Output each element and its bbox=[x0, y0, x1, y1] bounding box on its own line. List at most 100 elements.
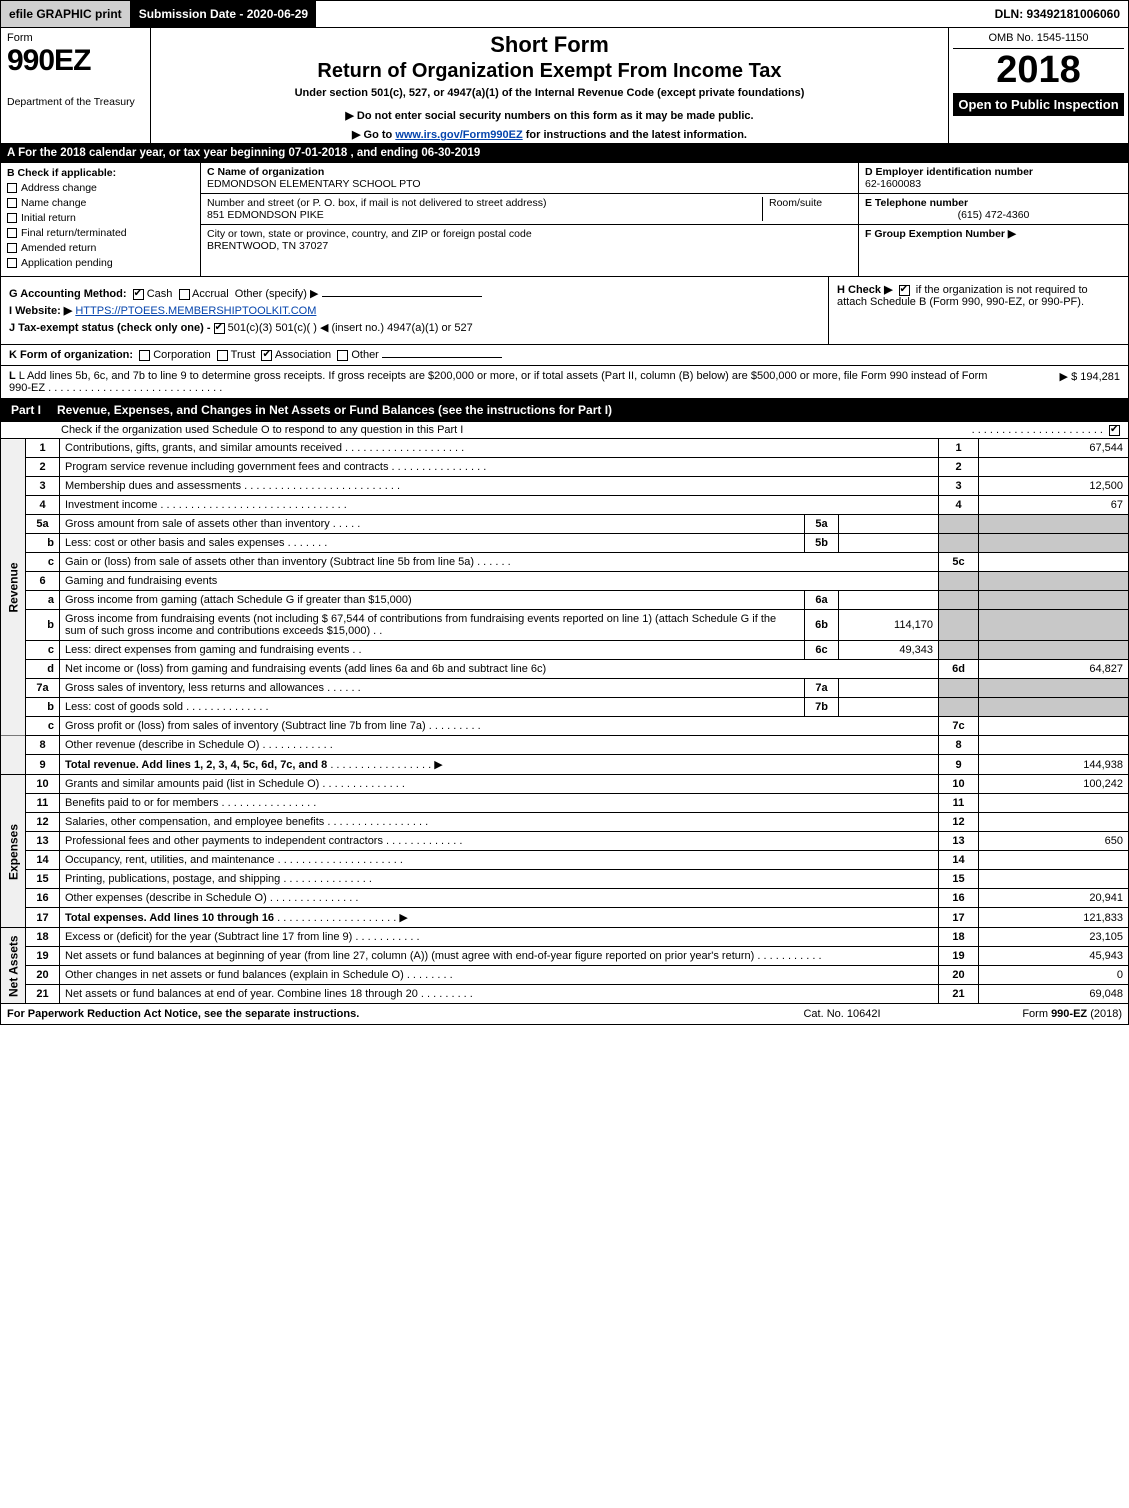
ein-row: D Employer identification number 62-1600… bbox=[859, 163, 1128, 194]
line-amt bbox=[979, 553, 1129, 572]
row-12: 12 Salaries, other compensation, and emp… bbox=[1, 813, 1129, 832]
line-amt bbox=[979, 870, 1129, 889]
line-num: 2 bbox=[26, 458, 60, 477]
line-desc: Printing, publications, postage, and shi… bbox=[65, 873, 280, 885]
phone-row: E Telephone number (615) 472-4360 bbox=[859, 194, 1128, 225]
line-num: 17 bbox=[26, 908, 60, 928]
row-5b: b Less: cost or other basis and sales ex… bbox=[1, 534, 1129, 553]
other-org-input[interactable] bbox=[382, 357, 502, 358]
line-num: 4 bbox=[26, 496, 60, 515]
line-amt bbox=[979, 813, 1129, 832]
omb-number: OMB No. 1545-1150 bbox=[953, 30, 1124, 49]
row-10: Expenses 10 Grants and similar amounts p… bbox=[1, 775, 1129, 794]
assoc-checkbox[interactable] bbox=[261, 350, 272, 361]
line-amt: 121,833 bbox=[979, 908, 1129, 928]
line-amt: 20,941 bbox=[979, 889, 1129, 908]
meta-left: G Accounting Method: Cash Accrual Other … bbox=[1, 277, 828, 344]
checkbox-icon[interactable] bbox=[7, 258, 17, 268]
checkbox-icon[interactable] bbox=[7, 213, 17, 223]
row-7a: 7a Gross sales of inventory, less return… bbox=[1, 679, 1129, 698]
line-desc: Other changes in net assets or fund bala… bbox=[65, 969, 404, 981]
box-c: C Name of organization EDMONDSON ELEMENT… bbox=[201, 163, 858, 276]
corp-checkbox[interactable] bbox=[139, 350, 150, 361]
netassets-side-label: Net Assets bbox=[1, 928, 26, 1004]
l-text: L Add lines 5b, 6c, and 7b to line 9 to … bbox=[9, 370, 987, 394]
footer-center: Cat. No. 10642I bbox=[742, 1008, 942, 1020]
grey-cell bbox=[939, 679, 979, 698]
checkbox-icon[interactable] bbox=[7, 243, 17, 253]
part1-tag: Part I bbox=[1, 399, 51, 421]
501c3-checkbox[interactable] bbox=[214, 323, 225, 334]
line-desc: Less: direct expenses from gaming and fu… bbox=[65, 644, 349, 656]
line-num: 20 bbox=[26, 966, 60, 985]
goto-text: ▶ Go to www.irs.gov/Form990EZ for instru… bbox=[161, 128, 938, 141]
schedule-o-checkbox[interactable] bbox=[1109, 425, 1120, 436]
line-desc: Gain or (loss) from sale of assets other… bbox=[65, 556, 474, 568]
expenses-side-label: Expenses bbox=[1, 775, 26, 928]
street-value: 851 EDMONDSON PIKE bbox=[207, 209, 324, 221]
chk-final-return[interactable]: Final return/terminated bbox=[7, 227, 194, 239]
form-number: 990EZ bbox=[7, 44, 144, 78]
j-label: J Tax-exempt status (check only one) - bbox=[9, 322, 214, 334]
chk-amended-return[interactable]: Amended return bbox=[7, 242, 194, 254]
line-desc: Gross amount from sale of assets other t… bbox=[65, 518, 330, 530]
other-checkbox[interactable] bbox=[337, 350, 348, 361]
line-desc: Gross income from gaming (attach Schedul… bbox=[65, 594, 412, 606]
row-21: 21 Net assets or fund balances at end of… bbox=[1, 985, 1129, 1004]
period-end: 06-30-2019 bbox=[421, 147, 480, 159]
chk-application-pending[interactable]: Application pending bbox=[7, 257, 194, 269]
tax-year: 2018 bbox=[953, 49, 1124, 91]
line-box: 20 bbox=[939, 966, 979, 985]
line-amt: 0 bbox=[979, 966, 1129, 985]
line-box: 3 bbox=[939, 477, 979, 496]
line-amt bbox=[979, 851, 1129, 870]
k-label: K Form of organization: bbox=[9, 349, 133, 361]
grey-cell bbox=[979, 641, 1129, 660]
cash-checkbox[interactable] bbox=[133, 289, 144, 300]
line-box: 1 bbox=[939, 439, 979, 458]
checkbox-icon[interactable] bbox=[7, 228, 17, 238]
line-desc: Salaries, other compensation, and employ… bbox=[65, 816, 324, 828]
street-label: Number and street (or P. O. box, if mail… bbox=[207, 197, 546, 209]
form-id-block: Form 990EZ Department of the Treasury bbox=[1, 28, 151, 143]
efile-print-button[interactable]: efile GRAPHIC print bbox=[1, 1, 131, 27]
line-box: 14 bbox=[939, 851, 979, 870]
other-specify-input[interactable] bbox=[322, 296, 482, 297]
chk-label: Amended return bbox=[21, 242, 96, 254]
goto-link[interactable]: www.irs.gov/Form990EZ bbox=[395, 129, 522, 141]
sub-amt bbox=[839, 515, 939, 534]
part1-sub-text: Check if the organization used Schedule … bbox=[61, 424, 463, 436]
line-num: 3 bbox=[26, 477, 60, 496]
schedule-b-checkbox[interactable] bbox=[899, 285, 910, 296]
line-desc: Net assets or fund balances at end of ye… bbox=[65, 988, 418, 1000]
checkbox-icon[interactable] bbox=[7, 198, 17, 208]
part1-table: Revenue 1 Contributions, gifts, grants, … bbox=[0, 439, 1129, 1004]
line-g: G Accounting Method: Cash Accrual Other … bbox=[9, 287, 820, 300]
checkbox-icon[interactable] bbox=[7, 183, 17, 193]
line-box: 2 bbox=[939, 458, 979, 477]
line-box: 5c bbox=[939, 553, 979, 572]
group-exemption-row: F Group Exemption Number ▶ bbox=[859, 225, 1128, 243]
line-box: 13 bbox=[939, 832, 979, 851]
line-amt: 67,544 bbox=[979, 439, 1129, 458]
chk-address-change[interactable]: Address change bbox=[7, 182, 194, 194]
row-7b: b Less: cost of goods sold . . . . . . .… bbox=[1, 698, 1129, 717]
grey-cell bbox=[979, 679, 1129, 698]
line-desc: Excess or (deficit) for the year (Subtra… bbox=[65, 931, 352, 943]
line-i: I Website: ▶ HTTPS://PTOEES.MEMBERSHIPTO… bbox=[9, 304, 820, 317]
row-4: 4 Investment income . . . . . . . . . . … bbox=[1, 496, 1129, 515]
line-amt bbox=[979, 736, 1129, 755]
footer-right: Form 990-EZ (2018) bbox=[942, 1008, 1122, 1020]
chk-initial-return[interactable]: Initial return bbox=[7, 212, 194, 224]
grey-cell bbox=[979, 591, 1129, 610]
chk-label: Name change bbox=[21, 197, 86, 209]
accrual-checkbox[interactable] bbox=[179, 289, 190, 300]
submission-date-button[interactable]: Submission Date - 2020-06-29 bbox=[131, 1, 317, 27]
line-l: L L Add lines 5b, 6c, and 7b to line 9 t… bbox=[0, 366, 1129, 399]
line-box: 17 bbox=[939, 908, 979, 928]
chk-name-change[interactable]: Name change bbox=[7, 197, 194, 209]
line-num: 9 bbox=[26, 755, 60, 775]
website-link[interactable]: HTTPS://PTOEES.MEMBERSHIPTOOLKIT.COM bbox=[75, 305, 316, 317]
trust-checkbox[interactable] bbox=[217, 350, 228, 361]
row-17: 17 Total expenses. Add lines 10 through … bbox=[1, 908, 1129, 928]
